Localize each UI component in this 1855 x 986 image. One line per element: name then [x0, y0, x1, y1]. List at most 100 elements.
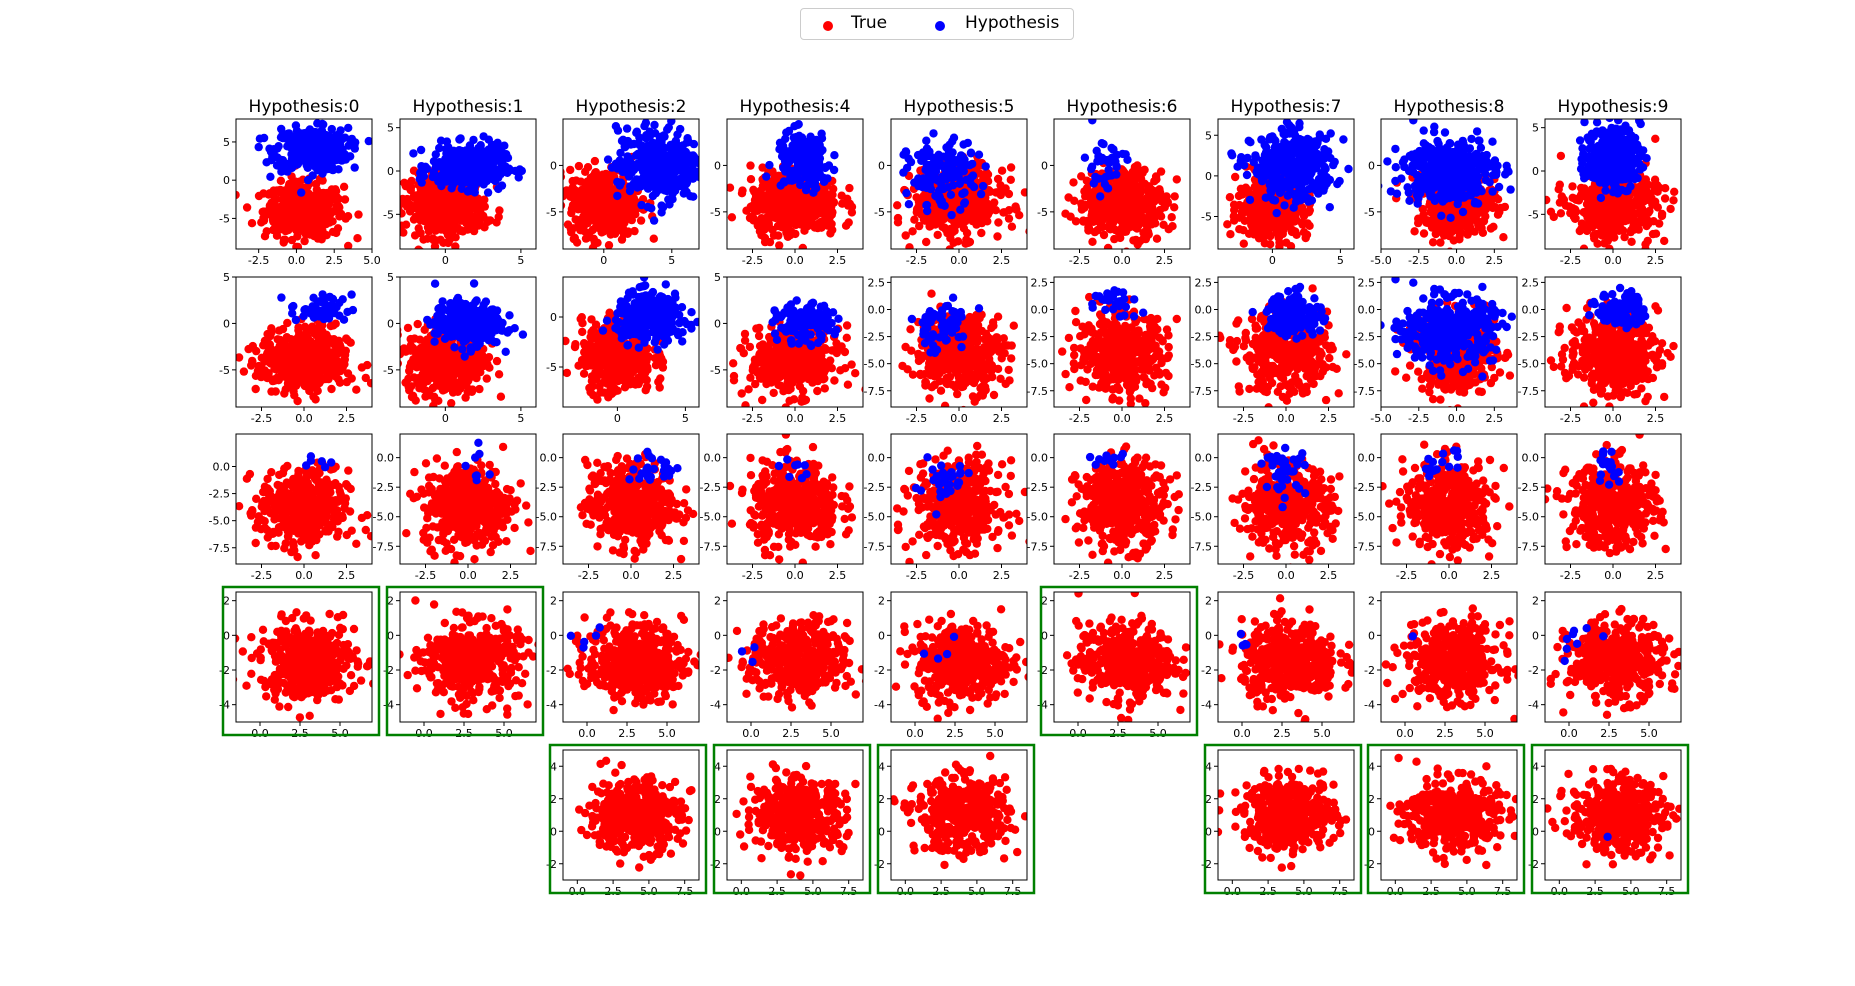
- hypothesis-point: [680, 165, 689, 174]
- true-point: [571, 201, 580, 210]
- hypothesis-point: [1325, 203, 1335, 212]
- hypothesis-point: [670, 139, 679, 148]
- true-point: [803, 203, 813, 212]
- true-point: [775, 241, 784, 249]
- hypothesis-point: [633, 179, 642, 188]
- true-point: [291, 222, 300, 231]
- true-point: [1006, 175, 1015, 184]
- legend-hypothesis-marker: [935, 21, 945, 31]
- true-point: [636, 216, 646, 225]
- true-point: [768, 167, 777, 176]
- true-point: [581, 167, 590, 176]
- true-point: [1136, 174, 1146, 184]
- hypothesis-point: [1320, 182, 1329, 192]
- hypothesis-point: [489, 148, 498, 157]
- true-points: [400, 164, 504, 249]
- true-point: [1136, 185, 1145, 194]
- hypothesis-point: [455, 135, 464, 144]
- hypothesis-point: [455, 146, 464, 155]
- hypothesis-point: [804, 153, 813, 162]
- true-point: [1069, 178, 1078, 187]
- hypothesis-point: [344, 123, 353, 133]
- points-group: [540, 119, 708, 249]
- true-point: [727, 213, 737, 222]
- true-point: [1007, 222, 1017, 231]
- hypothesis-point: [284, 129, 294, 138]
- points-group: [1381, 119, 1515, 249]
- true-point: [411, 212, 420, 222]
- hypothesis-point: [1304, 197, 1313, 206]
- hypothesis-point: [339, 152, 348, 162]
- hypothesis-point: [929, 129, 938, 138]
- true-point: [236, 190, 240, 200]
- true-point: [1093, 225, 1102, 235]
- true-point: [1098, 216, 1107, 225]
- true-point: [304, 191, 313, 200]
- true-point: [572, 238, 582, 247]
- x-tick-label: -2.5: [248, 254, 269, 267]
- hypothesis-point: [814, 159, 824, 168]
- true-point: [1170, 192, 1179, 201]
- true-point: [1254, 217, 1263, 227]
- true-point: [1117, 225, 1126, 234]
- true-point: [1140, 227, 1149, 237]
- true-point: [592, 195, 601, 205]
- true-point: [540, 163, 548, 171]
- true-point: [910, 215, 919, 224]
- true-point: [580, 196, 590, 206]
- hypothesis-point: [435, 143, 444, 153]
- true-point: [272, 231, 282, 240]
- true-points: [893, 152, 1027, 249]
- true-point: [1113, 176, 1123, 186]
- true-point: [1071, 217, 1081, 226]
- hypothesis-point: [511, 166, 520, 176]
- true-point: [1241, 206, 1250, 216]
- hypothesis-point: [1236, 156, 1246, 166]
- hypothesis-point: [1228, 151, 1237, 160]
- true-point: [1290, 217, 1299, 226]
- hypothesis-point: [350, 163, 359, 172]
- true-point: [1305, 206, 1315, 215]
- hypothesis-point: [464, 164, 473, 173]
- hypothesis-point: [794, 152, 803, 161]
- true-point: [751, 192, 761, 202]
- hypothesis-point: [801, 185, 811, 195]
- true-point: [912, 205, 922, 214]
- hypothesis-point: [1121, 150, 1130, 159]
- hypothesis-point: [1281, 129, 1291, 139]
- points-group: [727, 120, 857, 249]
- true-point: [568, 176, 577, 186]
- true-point: [1265, 201, 1274, 211]
- hypothesis-point: [700, 209, 708, 217]
- true-point: [455, 213, 465, 222]
- hypothesis-point: [648, 191, 658, 201]
- hypothesis-point: [1270, 135, 1279, 145]
- true-point: [940, 223, 949, 232]
- true-point: [330, 195, 340, 204]
- hypothesis-point: [1103, 183, 1112, 193]
- true-point: [328, 227, 338, 237]
- true-point: [416, 228, 425, 238]
- hypothesis-point: [793, 160, 803, 169]
- true-point: [972, 212, 981, 222]
- true-point: [1080, 187, 1089, 196]
- hypothesis-point: [499, 149, 508, 159]
- hypothesis-point: [1111, 157, 1120, 166]
- true-point: [776, 215, 785, 224]
- true-point: [997, 166, 1007, 175]
- true-point: [292, 212, 302, 221]
- true-point: [758, 163, 767, 172]
- hypothesis-point: [948, 181, 958, 190]
- hypothesis-point: [1306, 176, 1315, 186]
- true-point: [803, 221, 812, 231]
- true-point: [1230, 216, 1239, 225]
- hypothesis-point: [1297, 182, 1306, 192]
- hypothesis-point: [350, 141, 359, 150]
- true-point: [583, 248, 587, 249]
- true-points: [1061, 158, 1182, 249]
- true-point: [1170, 203, 1179, 212]
- true-point: [630, 201, 639, 210]
- hypothesis-point: [465, 141, 475, 150]
